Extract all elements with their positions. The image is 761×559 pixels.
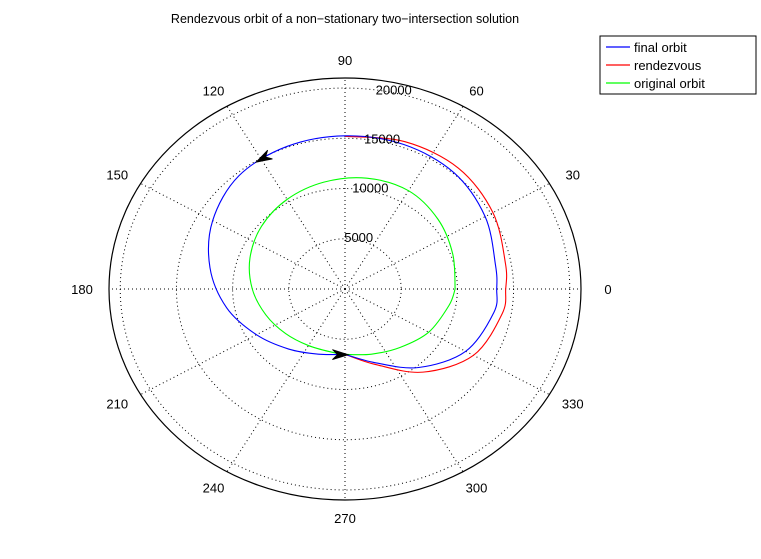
angle-tick-label: 120 xyxy=(203,84,225,99)
tick-labels: 5000 10000 15000 20000 0 30 60 90 120 150 180 210 24… xyxy=(71,53,611,526)
direction-arrow xyxy=(332,349,350,360)
radial-tick-label: 5000 xyxy=(344,230,373,245)
legend-entry: rendezvous xyxy=(634,58,702,73)
angle-tick-label: 0 xyxy=(604,282,611,297)
legend-entry: final orbit xyxy=(634,40,687,55)
angular-grid-spoke xyxy=(344,288,550,395)
chart-title: Rendezvous orbit of a non−stationary two… xyxy=(171,12,519,26)
angle-tick-label: 270 xyxy=(334,511,356,526)
series-line-rendezvous xyxy=(344,135,508,373)
angular-grid-spoke xyxy=(226,288,346,473)
legend: final orbit rendezvous original orbit xyxy=(599,35,757,95)
angle-tick-label: 180 xyxy=(71,282,93,297)
outer-boundary xyxy=(108,77,582,501)
grid xyxy=(108,77,582,501)
angular-grid-spoke xyxy=(140,288,346,395)
angular-grid-spoke xyxy=(344,105,464,290)
angle-tick-label: 330 xyxy=(562,397,584,412)
angle-tick-label: 30 xyxy=(566,168,580,183)
series-line-final-orbit xyxy=(207,135,498,369)
series-line-original-orbit xyxy=(248,177,456,356)
direction-arrow xyxy=(254,149,273,163)
arrow-head xyxy=(254,149,273,163)
radial-tick-label: 15000 xyxy=(364,132,400,147)
angular-grid-spoke xyxy=(140,183,346,290)
radial-tick-label: 10000 xyxy=(352,181,388,196)
angle-tick-label: 240 xyxy=(203,480,225,495)
legend-entry: original orbit xyxy=(634,76,705,91)
angle-tick-label: 60 xyxy=(469,84,483,99)
angle-tick-label: 210 xyxy=(106,397,128,412)
angle-tick-label: 150 xyxy=(106,168,128,183)
angle-tick-label: 300 xyxy=(466,480,488,495)
series-layer xyxy=(207,135,508,373)
angular-grid-spoke xyxy=(344,288,464,473)
angular-grid-spoke xyxy=(226,105,346,290)
angle-tick-label: 90 xyxy=(338,53,352,68)
radial-tick-label: 20000 xyxy=(376,82,412,97)
arrow-head xyxy=(332,349,350,360)
